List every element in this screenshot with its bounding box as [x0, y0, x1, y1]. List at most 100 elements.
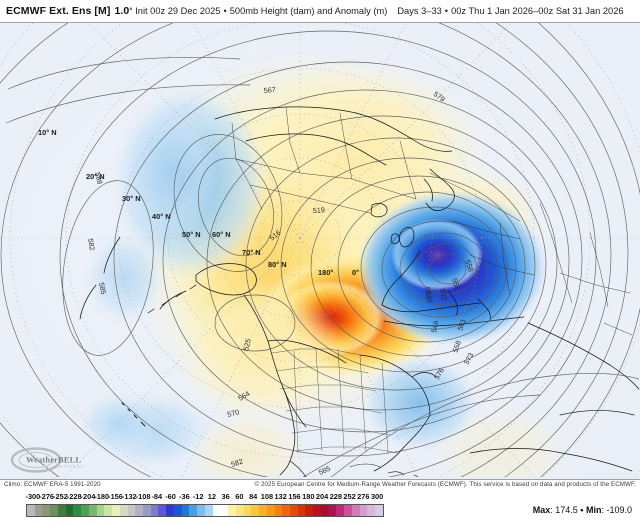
contour-543 — [429, 253, 467, 285]
border-ru-1 — [231, 122, 263, 210]
colorbar-tick: 204 — [315, 492, 329, 501]
colorbar-tick: -36 — [179, 492, 190, 501]
colorbar-segment — [88, 505, 97, 516]
island-oahu — [127, 408, 131, 412]
contour-label-546: 546 — [429, 320, 440, 334]
colorbar-segment — [235, 505, 244, 516]
coastline-scandinavia — [425, 168, 455, 211]
colorbar-segment — [274, 505, 283, 516]
colorbar-segment — [34, 505, 43, 516]
coastline-caribbean — [349, 463, 419, 478]
colorbar-segment — [251, 505, 260, 516]
coastline-us-east — [403, 414, 431, 448]
map-layers: 588 585 582 579 576 573 570 567 564 561 … — [0, 23, 640, 479]
coastline-greece — [477, 298, 491, 320]
contour-585 — [0, 23, 629, 479]
colorbar-segment — [197, 505, 205, 516]
contour-label-582b: 582 — [230, 457, 244, 469]
coastline-alaska — [195, 263, 257, 296]
coastline-kurils — [79, 284, 97, 320]
lat-label-60n: 60° N — [212, 230, 231, 239]
contour-south-585 — [329, 373, 640, 479]
coastline-namerica-west — [243, 294, 307, 428]
lat-label-30n: 30° N — [122, 194, 141, 203]
meridian-22e — [299, 23, 407, 239]
border-ru-6 — [249, 184, 371, 214]
coastline-aleutians-2 — [147, 284, 197, 314]
valid-period: 00z Thu 1 Jan 2026–00z Sat 31 Jan 2026 — [451, 6, 624, 16]
coastline-mediterranean-north — [381, 302, 481, 313]
negative-anomaly-northwest-atlantic — [362, 355, 478, 451]
colorbar-gradient-strip[interactable] — [26, 504, 384, 517]
political-borders-eurasia — [231, 106, 633, 336]
contour-label-585b: 585 — [317, 464, 332, 477]
colorbar-segment — [375, 505, 383, 516]
coastline-norway-inner — [423, 178, 433, 202]
colorbar-tick: 180 — [302, 492, 315, 501]
colorbar-segment — [127, 505, 136, 516]
colorbar-tick: -156 — [108, 492, 123, 501]
border-us-v4 — [359, 354, 367, 452]
colorbar-segment — [367, 505, 376, 516]
colorbar-segment — [351, 505, 360, 516]
coastline-us-west — [279, 384, 296, 476]
colorbar-segment — [313, 505, 321, 516]
max-min-readout: Max: 174.5 • Min: -109.0 — [532, 505, 632, 515]
colorbar-tick: 108 — [260, 492, 274, 501]
contour-582 — [0, 23, 612, 479]
border-europe-2 — [451, 220, 521, 240]
contour-secondary-519 — [173, 134, 283, 272]
colorbar-tick: 84 — [249, 492, 258, 501]
coastline-africa-west — [469, 448, 633, 472]
contour-label-588: 588 — [93, 171, 105, 185]
colorbar-tick: -108 — [135, 492, 151, 501]
graticule-label-layer: 10° N 20° N 30° N 40° N 50° N 60° N 70° … — [38, 128, 359, 277]
contour-label-552: 552 — [438, 288, 449, 302]
contour-549 — [399, 232, 489, 306]
colorbar-segment — [173, 505, 182, 516]
colorbar-segment — [119, 505, 128, 516]
meridian-45e — [299, 23, 512, 239]
us-state-borders — [271, 348, 399, 454]
lat-label-50n: 50° N — [182, 230, 201, 239]
border-us-2 — [275, 366, 369, 374]
contour-label-558: 558 — [463, 259, 476, 273]
colorbar-tick: 276 — [357, 492, 370, 501]
border-ru-4 — [399, 140, 417, 200]
lon-label-180: 180° — [318, 268, 333, 277]
contour-555 — [360, 206, 508, 330]
colorbar-tick: -252 — [53, 492, 68, 501]
colorbar-tick: -12 — [192, 492, 204, 501]
contour-label-567: 567 — [263, 85, 276, 95]
coastline-newfoundland — [411, 372, 437, 378]
colorbar-segment — [305, 505, 314, 516]
colorbar-segment — [220, 505, 229, 516]
weatherbell-logo[interactable]: WeatherBELL ANALYTICS LLC — [10, 446, 96, 474]
island-cuba — [349, 463, 381, 468]
meridian-22w — [193, 23, 301, 239]
contour-576 — [113, 61, 583, 457]
colorbar[interactable]: -300 -276 -252 -228 -204 -180 -156 -132 -108 -84-… — [25, 492, 384, 517]
colorbar-segment — [289, 505, 298, 516]
coastline-canada-inner — [267, 339, 347, 364]
contour-570 — [206, 115, 558, 411]
coastline-baja — [289, 460, 307, 478]
contour-label-543: 543 — [423, 287, 433, 300]
logo-wordmark: WeatherBELL — [26, 456, 81, 465]
border-us-v5 — [381, 362, 389, 454]
contour-573 — [162, 89, 570, 433]
border-us-v1 — [293, 350, 299, 454]
meridians — [0, 23, 640, 479]
border-us-4 — [285, 406, 383, 414]
lat-label-70n: 70° N — [242, 248, 261, 257]
contour-label-549: 549 — [424, 290, 435, 303]
border-asia-3 — [589, 232, 609, 308]
contour-far-north-2 — [5, 84, 251, 124]
logo-subtext: ANALYTICS LLC — [54, 465, 84, 469]
positive-anomaly-southwest-us — [188, 411, 308, 479]
contour-label-555: 555 — [450, 277, 462, 291]
map-canvas[interactable]: 588 585 582 579 576 573 570 567 564 561 … — [0, 22, 640, 480]
colorbar-segment — [104, 505, 113, 516]
meridian-157e — [299, 237, 420, 479]
colorbar-tick: -276 — [39, 492, 55, 501]
